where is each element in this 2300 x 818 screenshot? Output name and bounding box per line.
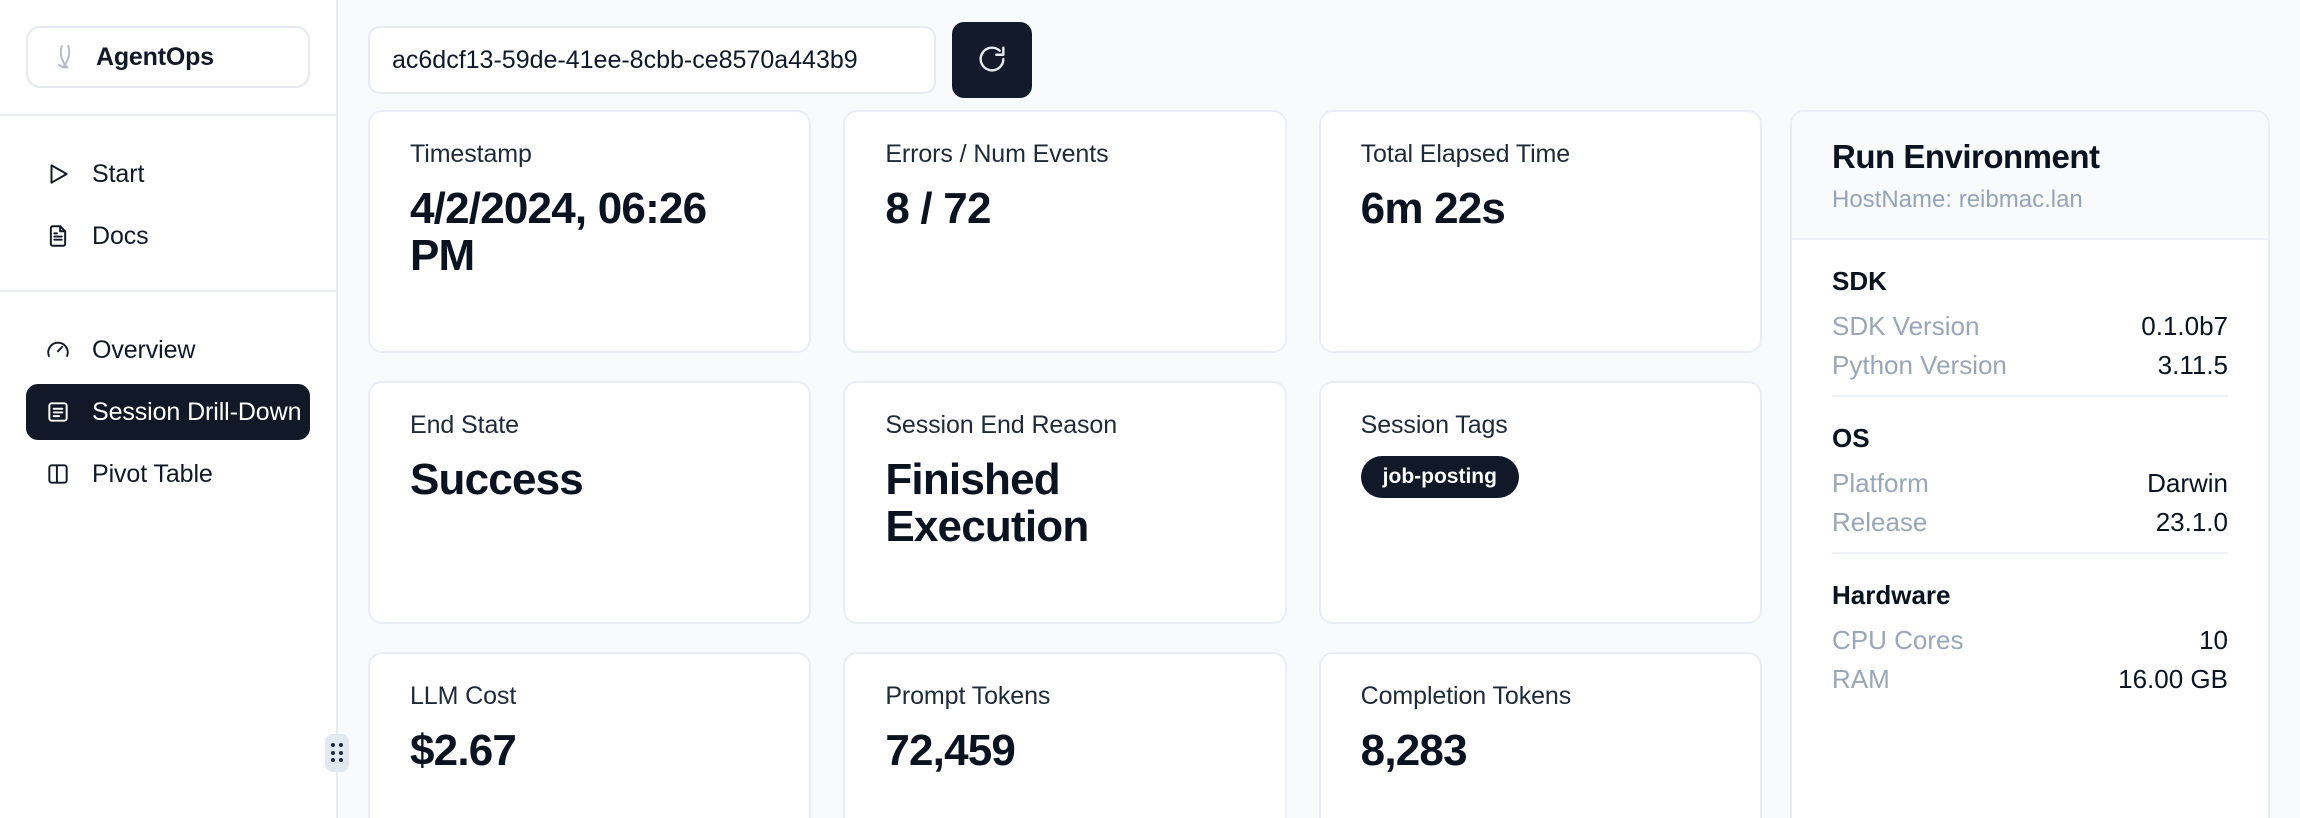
- logo-wrap: AgentOps: [0, 0, 336, 88]
- topbar: [368, 18, 2270, 102]
- section-heading: Hardware: [1832, 580, 1951, 610]
- sidebar-item-label: Docs: [92, 221, 149, 250]
- run-env-row: CPU Cores 10: [1832, 625, 2228, 656]
- metric-card-prompt-tokens: Prompt Tokens 72,459: [843, 652, 1287, 818]
- metric-card-end-state: End State Success: [368, 381, 812, 624]
- main-content: Timestamp 4/2/2024, 06:26 PM Errors / Nu…: [338, 0, 2300, 818]
- metric-cards-grid: Timestamp 4/2/2024, 06:26 PM Errors / Nu…: [368, 110, 1762, 818]
- section-heading: SDK: [1832, 266, 1887, 296]
- file-text-icon: [44, 222, 72, 250]
- card-value: 6m 22s: [1360, 184, 1506, 233]
- grip-dot: [331, 743, 335, 747]
- grip-dot: [331, 750, 335, 755]
- metric-card-row: End State Success Session End Reason Fin…: [368, 381, 1762, 624]
- play-icon: [44, 160, 72, 188]
- row-value: 0.1.0b7: [2141, 311, 2228, 341]
- grip-dot: [331, 758, 335, 763]
- sidebar-item-label: Overview: [92, 335, 196, 364]
- refresh-button[interactable]: [952, 22, 1032, 98]
- card-label: Session Tags: [1360, 411, 1508, 439]
- sidebar-item-label: Session Drill-Down: [92, 397, 302, 426]
- metric-card-row: Timestamp 4/2/2024, 06:26 PM Errors / Nu…: [368, 110, 1762, 353]
- sidebar-divider-top: [0, 114, 336, 116]
- metric-card-row: LLM Cost $2.67 Prompt Tokens 72,459 Comp…: [368, 652, 1762, 818]
- grip-dot: [338, 743, 343, 747]
- sidebar-item-start[interactable]: Start: [26, 146, 310, 202]
- run-env-section-hardware: Hardware CPU Cores 10 RAM 16.00 GB: [1832, 552, 2228, 709]
- sidebar-item-pivot-table[interactable]: Pivot Table: [26, 446, 310, 502]
- card-label: LLM Cost: [410, 682, 517, 710]
- run-environment-panel: Run Environment HostName: reibmac.lan SD…: [1790, 110, 2270, 818]
- row-key: SDK Version: [1832, 311, 1980, 341]
- card-label: End State: [410, 411, 519, 439]
- sidebar-item-overview[interactable]: Overview: [26, 322, 310, 378]
- card-label: Total Elapsed Time: [1360, 140, 1571, 168]
- sidebar-divider-mid: [0, 290, 336, 292]
- row-key: Platform: [1832, 468, 1929, 498]
- metric-card-total-elapsed-time: Total Elapsed Time 6m 22s: [1318, 110, 1762, 353]
- row-key: RAM: [1832, 664, 1890, 694]
- sidebar-item-label: Start: [92, 159, 145, 188]
- card-label: Timestamp: [410, 140, 532, 168]
- card-label: Session End Reason: [885, 411, 1118, 439]
- panel-columns-icon: [44, 460, 72, 488]
- sidebar-item-docs[interactable]: Docs: [26, 208, 310, 264]
- row-value: 16.00 GB: [2118, 664, 2228, 694]
- refresh-icon: [975, 42, 1009, 79]
- run-env-row: Python Version 3.11.5: [1832, 350, 2228, 381]
- row-key: Python Version: [1832, 350, 2007, 380]
- list-box-icon: [44, 398, 72, 426]
- metric-card-completion-tokens: Completion Tokens 8,283: [1318, 652, 1762, 818]
- run-env-section-os: OS Platform Darwin Release 23.1.0: [1832, 395, 2228, 552]
- brand-name: AgentOps: [96, 42, 214, 71]
- row-value: 3.11.5: [2157, 350, 2228, 380]
- grip-dot: [338, 758, 343, 763]
- content-area: Timestamp 4/2/2024, 06:26 PM Errors / Nu…: [368, 110, 2270, 818]
- row-key: Release: [1832, 507, 1928, 537]
- status-badge[interactable]: job-posting: [1360, 456, 1519, 498]
- brand-logo[interactable]: AgentOps: [26, 26, 310, 88]
- card-value: 72,459: [885, 726, 1016, 775]
- card-value: $2.67: [410, 726, 517, 775]
- run-env-section-sdk: SDK SDK Version 0.1.0b7 Python Version 3…: [1832, 240, 2228, 395]
- nav-group-secondary: Overview Session Drill-Down: [0, 292, 336, 502]
- sidebar-item-label: Pivot Table: [92, 459, 213, 488]
- run-environment-body: SDK SDK Version 0.1.0b7 Python Version 3…: [1792, 240, 2268, 709]
- row-key: CPU Cores: [1832, 625, 1964, 655]
- metric-card-timestamp: Timestamp 4/2/2024, 06:26 PM: [368, 110, 812, 353]
- card-label: Completion Tokens: [1360, 682, 1572, 710]
- run-env-row: RAM 16.00 GB: [1832, 664, 2228, 695]
- row-value: Darwin: [2147, 468, 2228, 498]
- hostname-text: HostName: reibmac.lan: [1832, 186, 2083, 213]
- card-value: Success: [410, 455, 584, 504]
- sidebar-resize-handle[interactable]: [325, 734, 349, 772]
- run-env-row: Platform Darwin: [1832, 468, 2228, 499]
- run-env-row: Release 23.1.0: [1832, 507, 2228, 538]
- session-id-input[interactable]: [368, 26, 936, 94]
- card-value: 8 / 72: [885, 184, 991, 233]
- card-label: Errors / Num Events: [885, 140, 1109, 168]
- run-env-row: SDK Version 0.1.0b7: [1832, 311, 2228, 342]
- card-label: Prompt Tokens: [885, 682, 1051, 710]
- card-value: 8,283: [1360, 726, 1468, 775]
- metric-card-session-tags: Session Tags job-posting: [1318, 381, 1762, 624]
- paperclip-icon: [50, 42, 80, 72]
- card-value: Finished Execution: [885, 455, 1089, 552]
- run-environment-header: Run Environment HostName: reibmac.lan: [1792, 112, 2268, 240]
- metric-card-errors-num-events: Errors / Num Events 8 / 72: [843, 110, 1287, 353]
- row-value: 23.1.0: [2155, 507, 2228, 537]
- metric-card-session-end-reason: Session End Reason Finished Execution: [843, 381, 1287, 624]
- sidebar-item-session-drill-down[interactable]: Session Drill-Down: [26, 384, 310, 440]
- row-value: 10: [2199, 625, 2228, 655]
- gauge-icon: [44, 336, 72, 364]
- nav-group-primary: Start Docs: [0, 116, 336, 264]
- metric-card-llm-cost: LLM Cost $2.67: [368, 652, 812, 818]
- panel-title: Run Environment: [1832, 138, 2100, 175]
- sidebar: AgentOps Start: [0, 0, 349, 818]
- grip-dot: [338, 750, 343, 755]
- section-heading: OS: [1832, 423, 1870, 453]
- card-value: 4/2/2024, 06:26 PM: [410, 184, 707, 281]
